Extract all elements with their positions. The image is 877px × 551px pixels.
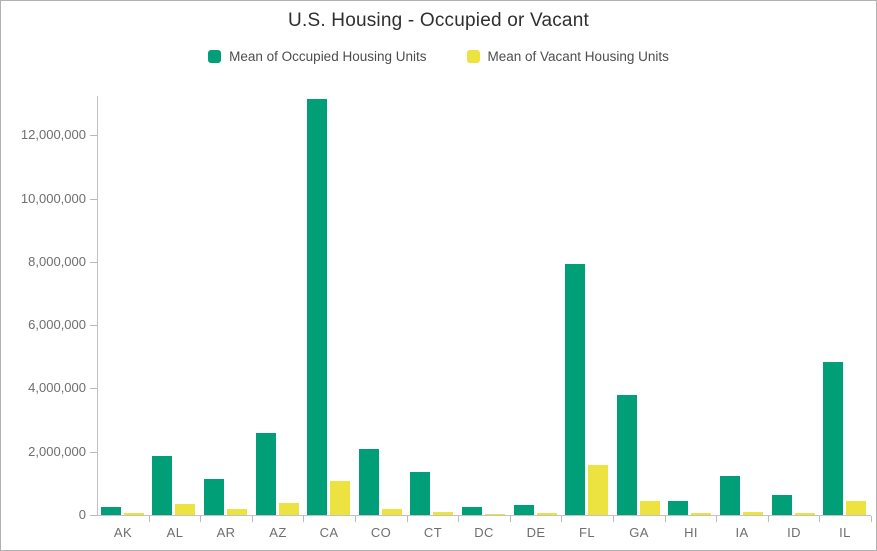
x-axis-label-IA: IA <box>735 525 749 540</box>
y-axis-tick <box>90 198 97 200</box>
bar-occupied-FL[interactable] <box>565 264 585 515</box>
bar-occupied-CT[interactable] <box>410 472 430 515</box>
x-axis-label-GA: GA <box>629 525 649 540</box>
bar-vacant-DE[interactable] <box>537 513 557 515</box>
bar-vacant-AR[interactable] <box>227 509 247 515</box>
x-axis-label-FL: FL <box>579 525 595 540</box>
legend-item-occupied[interactable]: Mean of Occupied Housing Units <box>208 49 427 64</box>
x-axis-label-DE: DE <box>526 525 546 540</box>
bar-vacant-CT[interactable] <box>433 512 453 515</box>
x-axis-tick <box>149 516 150 522</box>
bar-vacant-CO[interactable] <box>382 509 402 515</box>
bar-occupied-AR[interactable] <box>204 479 224 515</box>
bar-occupied-CO[interactable] <box>359 449 379 515</box>
x-axis-tick <box>407 516 408 522</box>
bar-occupied-CA[interactable] <box>307 99 327 515</box>
x-axis-line <box>97 515 871 516</box>
y-axis-tick <box>90 515 97 516</box>
x-axis-tick <box>510 516 511 522</box>
x-axis-label-AK: AK <box>113 525 133 540</box>
x-axis-label-AR: AR <box>216 525 236 540</box>
bar-vacant-IA[interactable] <box>743 512 763 515</box>
bar-vacant-AL[interactable] <box>175 504 195 515</box>
bar-vacant-IL[interactable] <box>846 501 866 515</box>
bar-occupied-GA[interactable] <box>617 395 637 515</box>
x-axis-tick <box>561 516 562 522</box>
x-axis-label-IL: IL <box>839 525 851 540</box>
y-tick-label: 0 <box>78 507 86 522</box>
legend-label-vacant: Mean of Vacant Housing Units <box>487 49 669 64</box>
bar-vacant-CA[interactable] <box>330 481 350 515</box>
bar-occupied-AL[interactable] <box>152 456 172 515</box>
x-axis-label-CO: CO <box>370 525 392 540</box>
y-axis-tick <box>90 135 97 137</box>
y-tick-label: 4,000,000 <box>28 380 86 396</box>
x-axis-tick <box>458 516 459 522</box>
x-axis-label-ID: ID <box>787 525 801 540</box>
chart-title: U.S. Housing - Occupied or Vacant <box>288 10 589 31</box>
legend-item-vacant[interactable]: Mean of Vacant Housing Units <box>466 49 669 64</box>
legend: Mean of Occupied Housing Units Mean of V… <box>1 49 876 64</box>
bar-vacant-AK[interactable] <box>124 513 144 515</box>
x-axis-tick <box>665 516 666 522</box>
x-axis-tick <box>768 516 769 522</box>
x-axis-label-AL: AL <box>166 525 184 540</box>
x-axis-tick <box>303 516 304 522</box>
x-axis-tick <box>716 516 717 522</box>
occupied-series-swatch-icon <box>208 50 222 63</box>
vacant-series-swatch-icon <box>466 50 480 63</box>
x-axis-label-CA: CA <box>319 525 339 540</box>
y-axis-tick <box>90 261 97 263</box>
bar-occupied-DC[interactable] <box>462 507 482 515</box>
bar-vacant-GA[interactable] <box>640 501 660 515</box>
bar-vacant-HI[interactable] <box>691 513 711 515</box>
x-axis-label-HI: HI <box>684 525 698 540</box>
bar-vacant-DC[interactable] <box>485 514 505 515</box>
x-axis-label-AZ: AZ <box>269 525 287 540</box>
bar-occupied-AZ[interactable] <box>256 433 276 515</box>
y-axis-tick <box>90 325 97 327</box>
bar-occupied-AK[interactable] <box>101 507 121 515</box>
bar-occupied-IA[interactable] <box>720 476 740 515</box>
bar-occupied-ID[interactable] <box>772 495 792 515</box>
y-axis-tick <box>90 388 97 390</box>
y-tick-label: 12,000,000 <box>20 127 86 143</box>
x-axis-tick <box>871 516 872 522</box>
y-tick-label: 8,000,000 <box>28 253 86 269</box>
bar-occupied-DE[interactable] <box>514 505 534 515</box>
bar-vacant-AZ[interactable] <box>279 503 299 515</box>
y-axis-tick <box>90 451 97 453</box>
x-axis-tick <box>252 516 253 522</box>
legend-label-occupied: Mean of Occupied Housing Units <box>229 49 427 64</box>
y-axis-line <box>97 96 98 516</box>
x-axis-tick <box>200 516 201 522</box>
x-axis-tick <box>613 516 614 522</box>
y-tick-label: 6,000,000 <box>28 317 86 333</box>
y-tick-label: 2,000,000 <box>28 443 86 459</box>
x-axis-tick <box>355 516 356 522</box>
bar-vacant-FL[interactable] <box>588 465 608 515</box>
bar-occupied-HI[interactable] <box>668 501 688 515</box>
x-axis-tick <box>819 516 820 522</box>
x-axis-label-DC: DC <box>474 525 494 540</box>
bar-occupied-IL[interactable] <box>823 362 843 515</box>
y-tick-label: 10,000,000 <box>20 190 86 206</box>
bar-vacant-ID[interactable] <box>795 513 815 515</box>
x-axis-label-CT: CT <box>423 525 443 540</box>
